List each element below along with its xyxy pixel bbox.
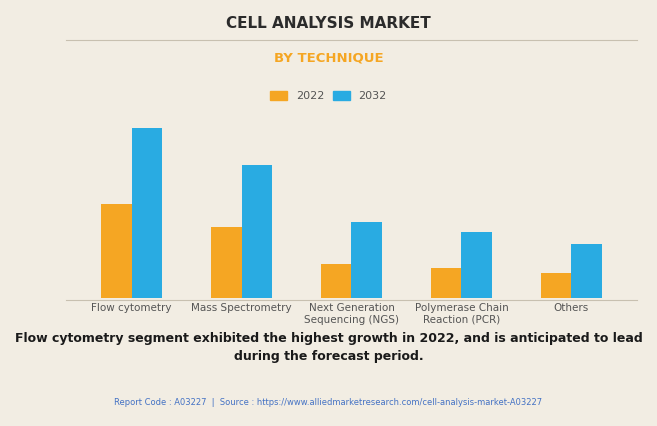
Bar [541,273,572,298]
Bar [430,268,461,298]
Text: BY TECHNIQUE: BY TECHNIQUE [274,51,383,64]
Text: Flow cytometry segment exhibited the highest growth in 2022, and is anticipated : Flow cytometry segment exhibited the hig… [14,332,643,363]
Bar [101,204,131,298]
Bar [242,165,273,298]
Legend: 2022, 2032: 2022, 2032 [270,91,387,101]
Bar [131,128,162,298]
Text: CELL ANALYSIS MARKET: CELL ANALYSIS MARKET [226,16,431,31]
Bar [351,222,382,298]
Bar [572,244,602,298]
Bar [461,232,492,298]
Text: Report Code : A03227  |  Source : https://www.alliedmarketresearch.com/cell-anal: Report Code : A03227 | Source : https://… [114,398,543,407]
Bar [211,227,242,298]
Bar [321,264,351,298]
